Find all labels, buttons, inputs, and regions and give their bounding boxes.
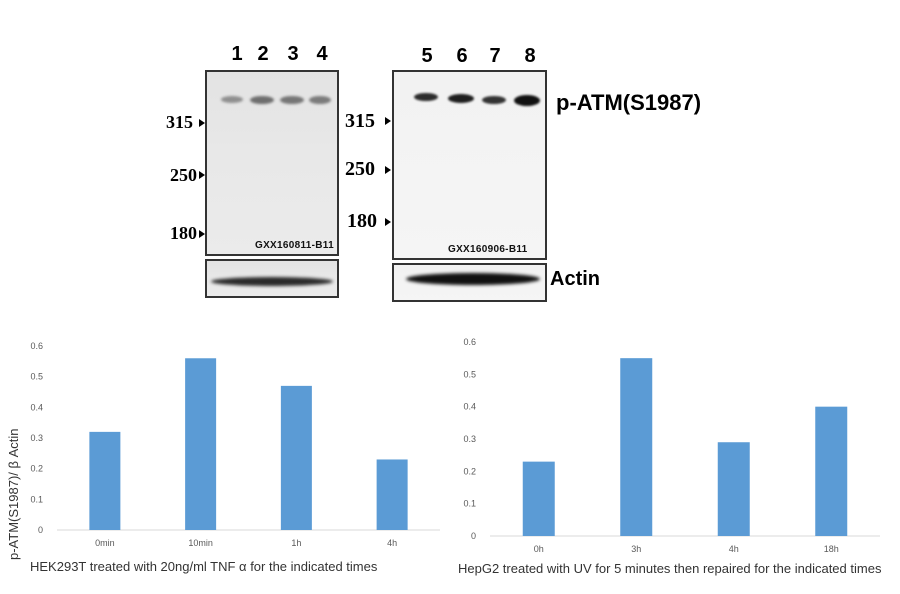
mw-marker: 315 [166, 112, 193, 132]
mw-tick [199, 230, 205, 238]
x-tick-label: 0min [95, 538, 115, 548]
blot-membrane-left: GXX160811-B11 [205, 70, 339, 256]
lane-number: 1 [231, 43, 243, 65]
bar [522, 461, 555, 536]
y-tick-label: 0.5 [30, 372, 43, 382]
x-tick-label: 1h [291, 538, 301, 548]
blot-watermark: GXX160906-B11 [448, 244, 528, 255]
loading-control-label: Actin [550, 268, 600, 290]
y-tick-label: 0.2 [30, 464, 43, 474]
target-protein-label: p-ATM(S1987) [556, 90, 702, 115]
chart-title: HEK293T treated with 20ng/ml TNF α for t… [30, 559, 378, 574]
y-tick-label: 0 [38, 525, 43, 535]
mw-marker: 250 [170, 165, 197, 185]
chart-plot-area: 0 0.1 0.2 0.3 0.4 0.5 0.6 0h 3h 4h 18h [463, 337, 880, 554]
lane-number: 4 [316, 43, 328, 65]
x-tick-label: 3h [631, 544, 641, 554]
bar [620, 358, 653, 536]
bar [815, 406, 848, 536]
mw-tick [199, 171, 205, 179]
mw-tick [385, 218, 391, 226]
bar [185, 358, 217, 530]
mw-marker: 180 [347, 210, 377, 232]
y-tick-label: 0.1 [30, 494, 43, 504]
mw-tick [385, 117, 391, 125]
chart-title: HepG2 treated with UV for 5 minutes then… [458, 561, 882, 576]
bar [717, 442, 750, 536]
band [250, 96, 274, 104]
y-tick-label: 0 [471, 531, 476, 541]
y-tick-label: 0.6 [463, 337, 476, 347]
mw-marker: 315 [345, 110, 375, 132]
band [514, 95, 540, 106]
actin-membrane-left [205, 259, 339, 298]
blot-watermark: GXX160811-B11 [255, 240, 334, 251]
band [414, 93, 438, 101]
actin-membrane-right [392, 263, 547, 302]
actin-band [211, 277, 333, 286]
blot-membrane-right: GXX160906-B11 [392, 70, 547, 260]
y-tick-label: 0.5 [463, 369, 476, 379]
y-tick-label: 0.1 [463, 499, 476, 509]
y-tick-label: 0.6 [30, 341, 43, 351]
x-tick-label: 10min [188, 538, 213, 548]
x-tick-label: 18h [824, 544, 839, 554]
y-tick-label: 0.4 [463, 402, 476, 412]
lane-number: 7 [489, 45, 501, 67]
lane-number: 2 [257, 43, 269, 65]
band [482, 96, 506, 104]
bar [376, 459, 408, 530]
y-tick-label: 0.3 [30, 433, 43, 443]
band [280, 96, 304, 104]
y-tick-label: 0.4 [30, 402, 43, 412]
lane-number: 3 [287, 43, 299, 65]
chart-plot-area: 0 0.1 0.2 0.3 0.4 0.5 0.6 0min 10min 1h 4h [30, 341, 440, 548]
actin-band [406, 273, 540, 285]
x-tick-label: 4h [387, 538, 397, 548]
y-tick-label: 0.3 [463, 434, 476, 444]
lane-number: 8 [524, 45, 536, 67]
mw-tick [199, 119, 205, 127]
band [309, 96, 331, 104]
bar [89, 431, 121, 530]
x-tick-label: 4h [729, 544, 739, 554]
mw-marker: 250 [345, 158, 375, 180]
mw-marker: 180 [170, 223, 197, 243]
lane-number: 6 [456, 45, 468, 67]
bar [280, 385, 312, 530]
x-tick-label: 0h [534, 544, 544, 554]
mw-tick [385, 166, 391, 174]
band [448, 94, 474, 103]
lane-number: 5 [421, 45, 433, 67]
y-tick-label: 0.2 [463, 466, 476, 476]
band [221, 96, 243, 103]
